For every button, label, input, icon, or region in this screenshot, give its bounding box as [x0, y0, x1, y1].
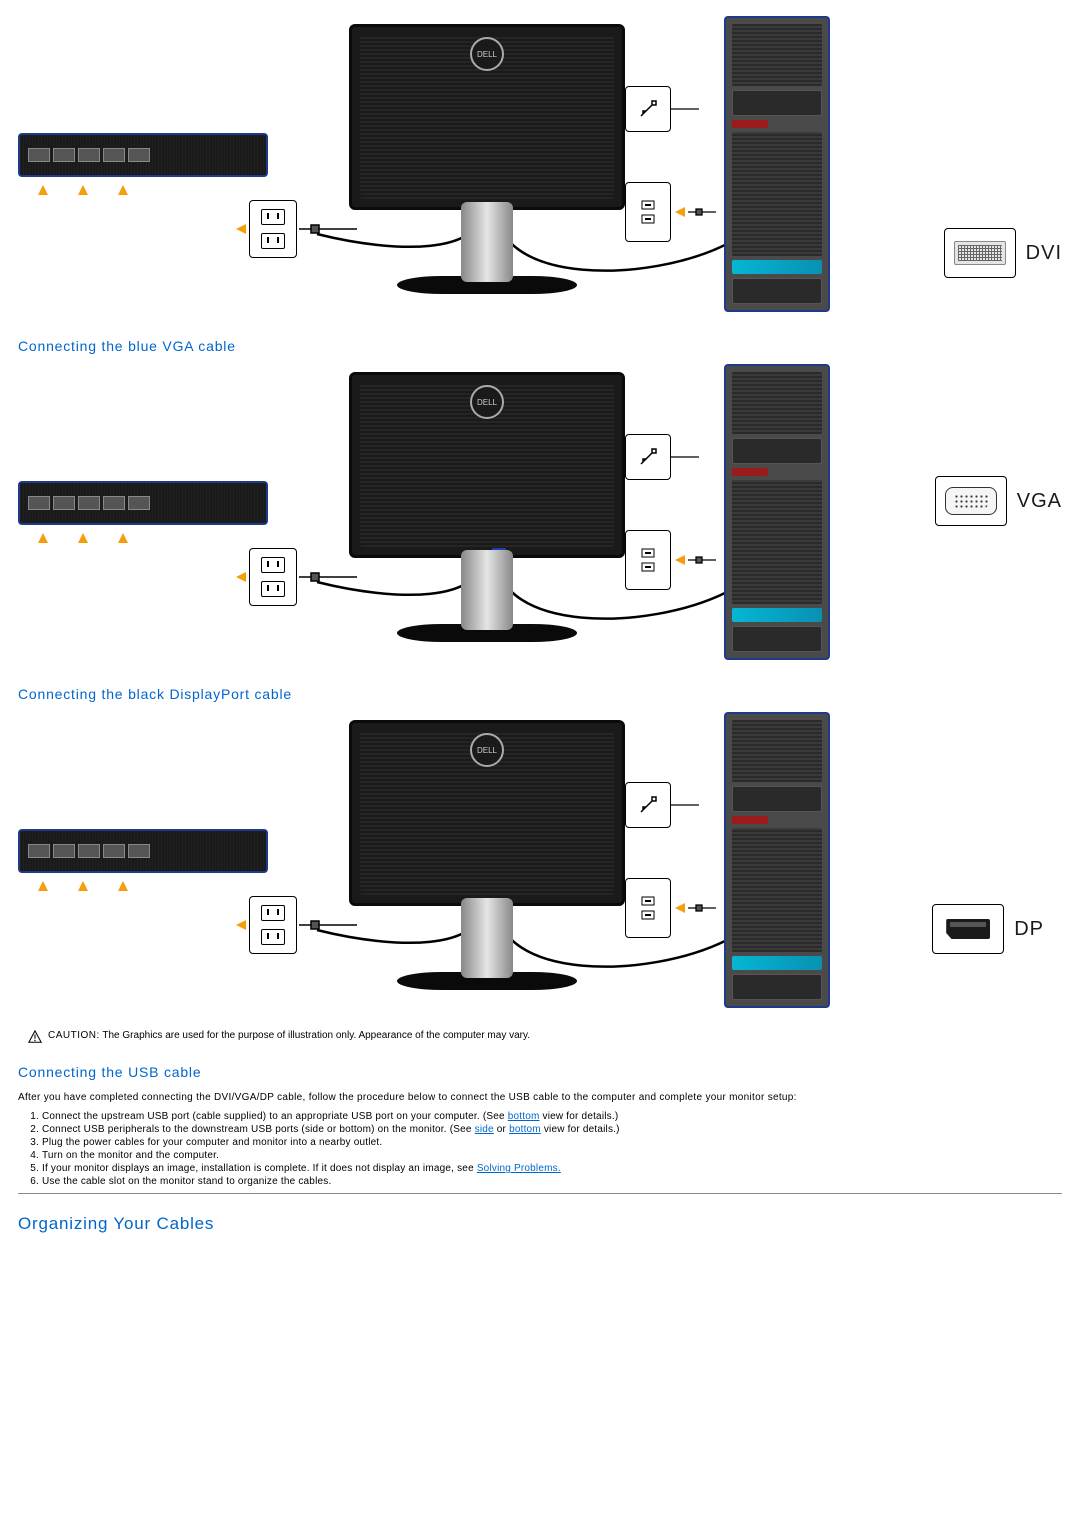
step-item: Turn on the monitor and the computer. [42, 1150, 1062, 1161]
arrow-up-icon [38, 881, 48, 891]
usb-intro: After you have completed connecting the … [18, 1092, 1062, 1103]
dell-logo-icon: DELL [470, 733, 504, 767]
inline-link[interactable]: Solving Problems. [477, 1163, 561, 1174]
monitor-io-panel [18, 133, 268, 195]
arrow-left-icon [236, 920, 246, 930]
heading-usb: Connecting the USB cable [18, 1064, 1062, 1080]
vga-connector-icon [945, 487, 997, 515]
caution-text: The Graphics are used for the purpose of… [102, 1030, 530, 1041]
connector-label: DP [1014, 918, 1044, 941]
arrow-up-icon [78, 185, 88, 195]
wall-outlet [236, 200, 359, 258]
step-item: Use the cable slot on the monitor stand … [42, 1176, 1062, 1187]
connector-label: VGA [1017, 490, 1062, 513]
inline-link[interactable]: bottom [508, 1111, 540, 1122]
computer-tower [724, 16, 830, 312]
monitor-io-panel [18, 481, 268, 543]
connector-callout-vga: VGA [935, 476, 1062, 526]
heading-organizing: Organizing Your Cables [18, 1214, 1062, 1234]
arrow-up-icon [78, 533, 88, 543]
diagram-dp: DELL [18, 714, 1062, 1014]
connector-label: DVI [1026, 242, 1062, 265]
arrow-up-icon [38, 185, 48, 195]
dell-logo-icon: DELL [470, 385, 504, 419]
arrow-up-icon [118, 185, 128, 195]
heading-vga: Connecting the blue VGA cable [18, 338, 1062, 354]
diagram-dvi: DELL [18, 18, 1062, 318]
connector-callout-dvi: DVI [944, 228, 1062, 278]
monitor-io-panel [18, 829, 268, 891]
wall-outlet [236, 548, 359, 606]
dvi-connector-icon [954, 241, 1006, 265]
arrow-left-icon [675, 207, 685, 217]
dp-connector-icon [946, 919, 990, 939]
arrow-left-icon [675, 903, 685, 913]
usb-callouts [625, 434, 716, 590]
monitor-rear: DELL [347, 24, 627, 304]
caution-label: CAUTION: [48, 1030, 100, 1041]
inline-link[interactable]: side [475, 1124, 494, 1135]
diagram-vga: DELL [18, 366, 1062, 666]
arrow-up-icon [78, 881, 88, 891]
caution-note: CAUTION: The Graphics are used for the p… [28, 1030, 1062, 1044]
usb-steps-list: Connect the upstream USB port (cable sup… [42, 1111, 1062, 1187]
arrow-left-icon [236, 572, 246, 582]
caution-icon [28, 1030, 42, 1044]
step-item: If your monitor displays an image, insta… [42, 1163, 1062, 1174]
divider [18, 1193, 1062, 1194]
monitor-rear: DELL [347, 720, 627, 1000]
arrow-left-icon [675, 555, 685, 565]
wall-outlet [236, 896, 359, 954]
computer-tower [724, 364, 830, 660]
computer-tower [724, 712, 830, 1008]
heading-dp: Connecting the black DisplayPort cable [18, 686, 1062, 702]
usb-callouts [625, 86, 716, 242]
arrow-up-icon [38, 533, 48, 543]
arrow-up-icon [118, 881, 128, 891]
inline-link[interactable]: bottom [509, 1124, 541, 1135]
arrow-up-icon [118, 533, 128, 543]
connector-callout-dp: DP [932, 904, 1044, 954]
step-item: Connect the upstream USB port (cable sup… [42, 1111, 1062, 1122]
usb-callouts [625, 782, 716, 938]
monitor-rear: DELL [347, 372, 627, 652]
dell-logo-icon: DELL [470, 37, 504, 71]
step-item: Plug the power cables for your computer … [42, 1137, 1062, 1148]
step-item: Connect USB peripherals to the downstrea… [42, 1124, 1062, 1135]
arrow-left-icon [236, 224, 246, 234]
